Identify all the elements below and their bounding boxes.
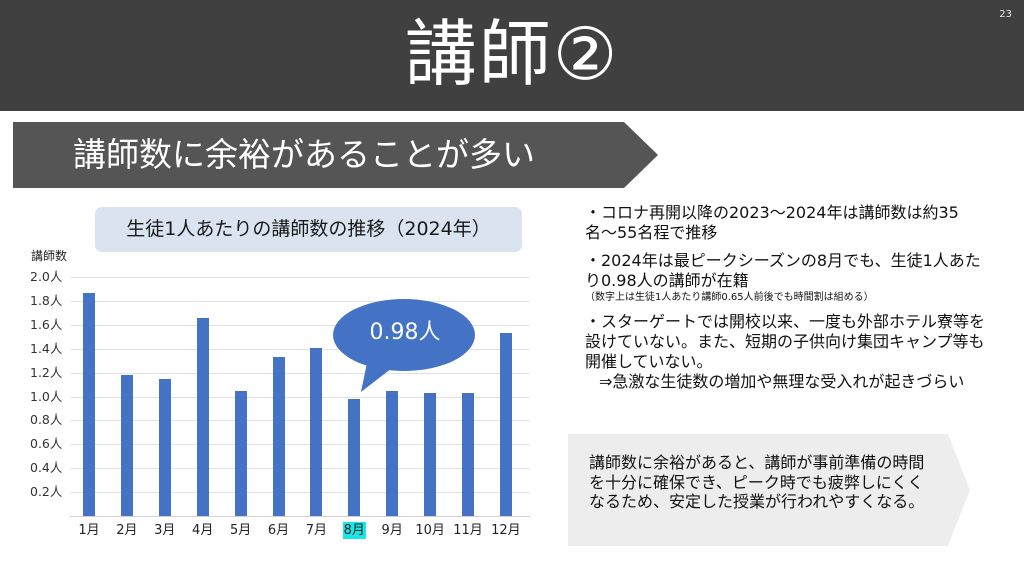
slide-title: 講師②	[404, 12, 620, 96]
y-tick-label: 0.6人	[30, 436, 63, 451]
x-tick-label: 11月	[453, 523, 483, 538]
bar	[272, 357, 285, 516]
x-tick-label: 3月	[154, 523, 176, 538]
y-tick-label: 1.0人	[30, 389, 63, 404]
bullet-text: ・2024年は最ピークシーズンの8月でも、生徒1人あたり0.98人の講師が在籍	[585, 251, 981, 290]
bar	[348, 398, 361, 516]
y-tick-label: 2.0人	[30, 269, 63, 284]
gridline	[70, 325, 530, 326]
y-tick-label: 0.4人	[30, 460, 63, 475]
x-tick-label: 7月	[305, 523, 328, 538]
bar	[386, 390, 399, 516]
x-tick-label: 9月	[381, 523, 403, 538]
x-tick-label: 8月	[342, 522, 366, 539]
gridline	[70, 468, 530, 469]
x-tick-label: 10月	[415, 523, 445, 538]
bar	[310, 347, 323, 516]
y-tick-label: 1.2人	[30, 365, 63, 380]
x-tick-label: 6月	[267, 523, 290, 538]
y-tick-label: 0.8人	[30, 412, 63, 427]
gridline	[70, 444, 530, 445]
bar	[196, 317, 209, 516]
banner-arrow-shape	[13, 122, 658, 188]
gridline	[70, 349, 530, 350]
summary-box: 講師数に余裕があると、講師が事前準備の時間を十分に確保でき、ピーク時でも疲弊しに…	[568, 434, 970, 546]
bar	[424, 392, 437, 516]
gridline	[70, 397, 530, 398]
x-tick-label: 1月	[78, 523, 100, 538]
x-tick-label: 2月	[116, 523, 138, 538]
gridline	[70, 492, 530, 493]
slide-header: 講師② 23	[0, 0, 1024, 111]
bullet-list: ・コロナ再開以降の2023〜2024年は講師数は約35名〜55名程で推移 ・20…	[585, 203, 985, 400]
y-tick-label: 1.4人	[30, 341, 63, 356]
chart-title: 生徒1人あたりの講師数の推移（2024年）	[95, 207, 522, 252]
bullet-followup: ⇒急激な生徒数の増加や無理な受入れが起きづらい	[599, 372, 965, 391]
bullet-note: （数字上は生徒1人あたり講師0.65人前後でも時間割は組める）	[585, 292, 874, 303]
x-tick-label: 12月	[491, 523, 521, 538]
summary-arrow-shape	[568, 434, 970, 546]
bar	[234, 390, 247, 516]
bullet-item: ・コロナ再開以降の2023〜2024年は講師数は約35名〜55名程で推移	[585, 203, 985, 243]
value-callout: 0.98人	[330, 298, 480, 398]
callout-value: 0.98人	[369, 320, 441, 345]
page-number: 23	[999, 9, 1012, 20]
gridline	[70, 373, 530, 374]
bullet-item: ・2024年は最ピークシーズンの8月でも、生徒1人あたり0.98人の講師が在籍 …	[585, 251, 985, 304]
speech-bubble-shape	[333, 299, 475, 392]
x-axis-line	[70, 516, 530, 517]
bullet-text: ・コロナ再開以降の2023〜2024年は講師数は約35名〜55名程で推移	[585, 203, 959, 242]
bullet-item: ・スターゲートでは開校以来、一度も外部ホテル寮等を設けていない。また、短期の子供…	[585, 312, 985, 392]
gridline	[70, 277, 530, 278]
y-tick-label: 1.6人	[30, 317, 63, 332]
bar	[120, 374, 133, 516]
bar	[462, 392, 474, 516]
x-tick-label: 4月	[192, 523, 214, 538]
x-tick-label: 5月	[229, 523, 252, 538]
summary-text: 講師数に余裕があると、講師が事前準備の時間を十分に確保でき、ピーク時でも疲弊しに…	[589, 453, 925, 511]
subtitle-banner: 講師数に余裕があることが多い	[13, 122, 658, 188]
subtitle-text: 講師数に余裕があることが多い	[73, 135, 535, 174]
bar	[158, 378, 171, 516]
bullet-text: ・スターゲートでは開校以来、一度も外部ホテル寮等を設けていない。また、短期の子供…	[585, 312, 986, 371]
gridline	[70, 301, 530, 302]
y-axis-title: 講師数	[31, 249, 68, 263]
bar	[83, 292, 95, 516]
bar-chart: 生徒1人あたりの講師数の推移（2024年） 講師数 0.2人 0.4人 0.6人 0.…	[30, 207, 530, 539]
bar	[499, 333, 512, 516]
gridline	[70, 420, 530, 421]
y-tick-label: 1.8人	[30, 293, 63, 308]
y-tick-label: 0.2人	[30, 484, 63, 499]
